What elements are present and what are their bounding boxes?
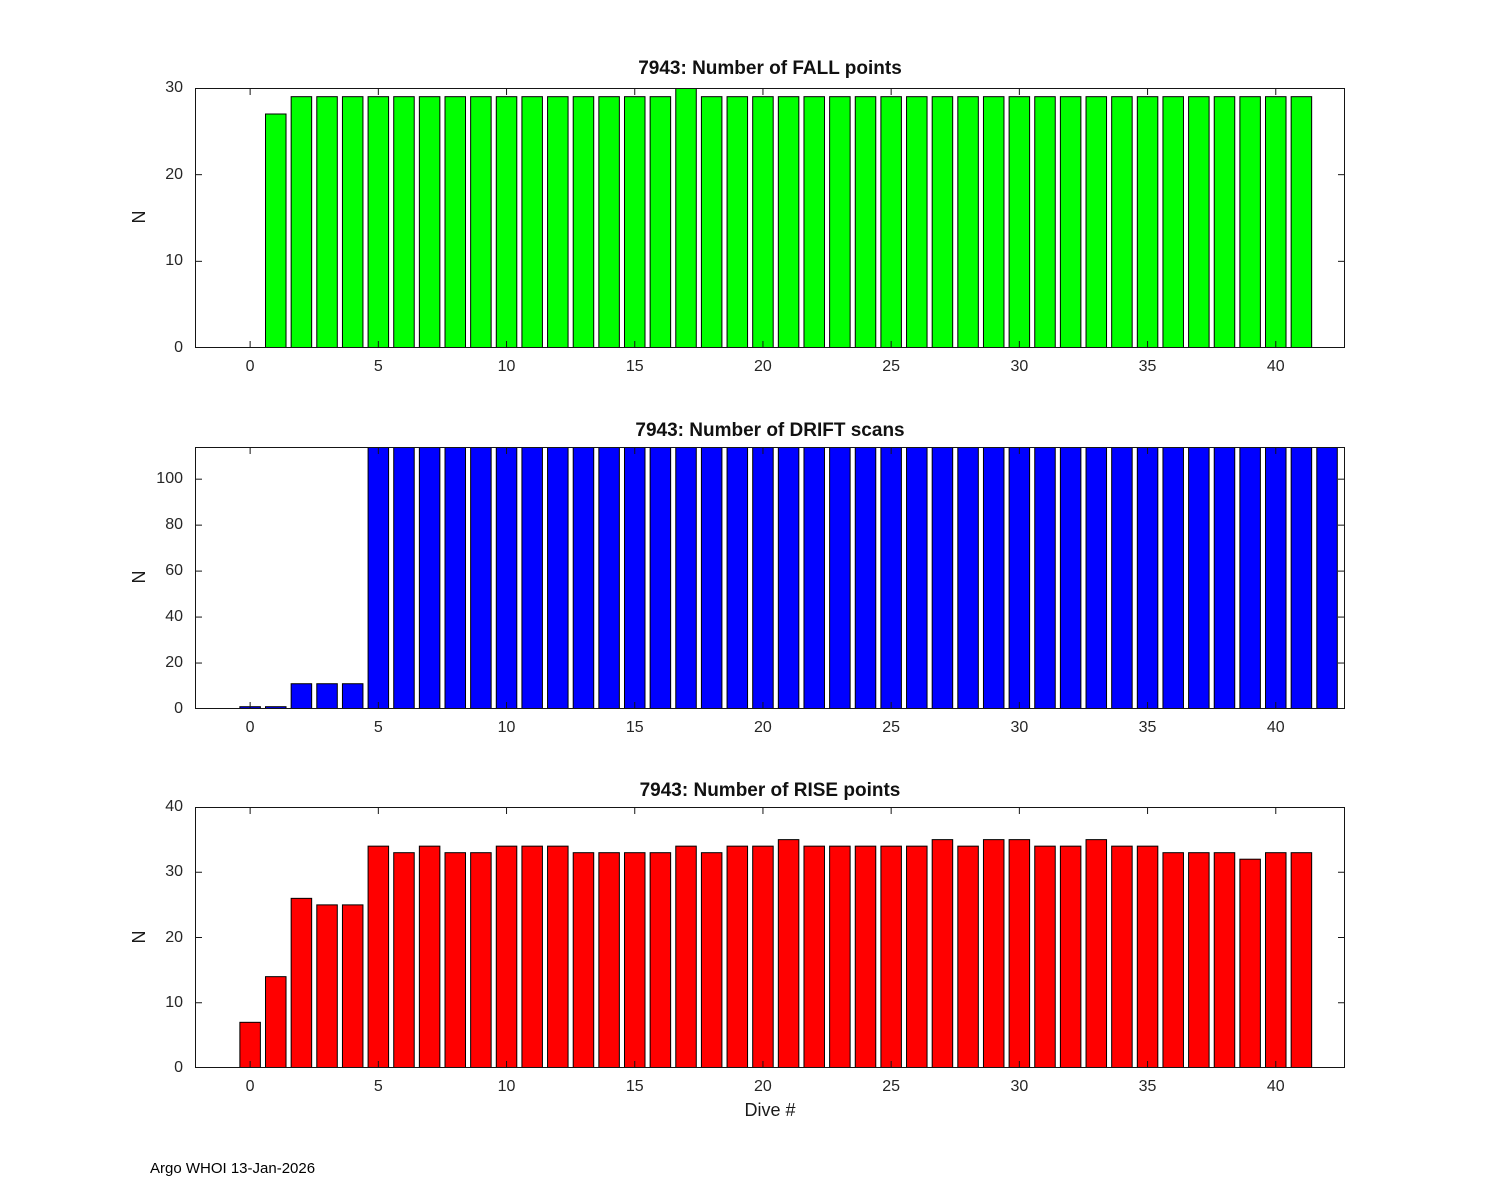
y-tick-label: 40	[165, 608, 183, 626]
x-tick-label: 35	[1138, 358, 1157, 375]
y-tick-label: 40	[165, 798, 183, 815]
x-tick-label: 10	[497, 1078, 516, 1095]
x-tick-label: 10	[497, 719, 516, 736]
x-tick-label: 25	[882, 719, 901, 736]
x-tick-label: 10	[497, 358, 516, 375]
x-tick-label: 15	[625, 358, 644, 375]
x-tick-label: 5	[373, 358, 383, 375]
drift-chart-title: 7943: Number of DRIFT scans	[635, 420, 905, 441]
x-tick-label: 20	[754, 1078, 772, 1095]
y-tick-label: 20	[165, 654, 183, 672]
x-axis-label: Dive #	[744, 1100, 796, 1120]
y-tick-label: 60	[165, 562, 183, 580]
y-tick-label: 10	[165, 993, 183, 1011]
x-tick-label: 40	[1266, 1078, 1285, 1095]
y-tick-label: 80	[165, 516, 183, 534]
y-tick-label: 20	[165, 165, 183, 183]
x-tick-label: 0	[245, 1078, 255, 1095]
fall-chart-title: 7943: Number of FALL points	[638, 58, 902, 79]
x-tick-label: 30	[1010, 358, 1029, 375]
x-tick-label: 20	[754, 358, 772, 375]
fall-points-chart	[195, 88, 1345, 348]
x-tick-label: 25	[882, 1078, 901, 1095]
x-tick-label: 30	[1010, 719, 1029, 736]
x-tick-label: 35	[1138, 719, 1157, 736]
figure-footer: Argo WHOI 13-Jan-2026	[150, 1160, 316, 1177]
fall-y-axis-label: N	[129, 210, 149, 224]
x-tick-label: 15	[625, 1078, 644, 1095]
x-tick-label: 5	[373, 719, 383, 736]
rise-chart-title: 7943: Number of RISE points	[639, 780, 901, 801]
rise-points-chart	[195, 807, 1345, 1068]
x-tick-label: 40	[1266, 358, 1285, 375]
drift-scans-chart	[195, 447, 1345, 709]
x-tick-label: 0	[245, 358, 255, 375]
y-tick-label: 30	[165, 863, 183, 881]
y-tick-label: 0	[174, 1059, 183, 1076]
x-tick-label: 40	[1266, 719, 1285, 736]
x-tick-label: 25	[882, 358, 901, 375]
x-tick-label: 15	[625, 719, 644, 736]
x-tick-label: 20	[754, 719, 772, 736]
y-tick-label: 0	[174, 339, 183, 356]
x-tick-label: 0	[245, 719, 255, 736]
x-tick-label: 35	[1138, 1078, 1157, 1095]
y-tick-label: 0	[174, 700, 183, 717]
y-tick-label: 20	[165, 928, 183, 946]
x-tick-label: 5	[373, 1078, 383, 1095]
y-tick-label: 30	[165, 79, 183, 96]
y-tick-label: 100	[156, 470, 183, 488]
x-tick-label: 30	[1010, 1078, 1029, 1095]
y-tick-label: 10	[165, 252, 183, 270]
